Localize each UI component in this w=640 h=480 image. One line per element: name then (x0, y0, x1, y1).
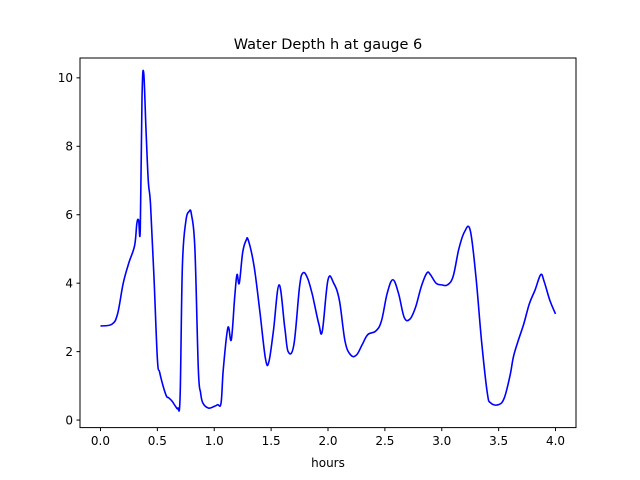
y-tick-label: 10 (58, 71, 73, 85)
x-tick-label: 3.0 (432, 434, 451, 448)
x-tick-label: 4.0 (546, 434, 565, 448)
y-tick-label: 8 (65, 139, 73, 153)
x-tick-label: 0.5 (148, 434, 167, 448)
x-tick-label: 2.5 (375, 434, 394, 448)
series-layer (100, 69, 557, 412)
x-axis-label: hours (311, 456, 345, 470)
water-depth-line (100, 69, 557, 412)
x-tick-label: 1.0 (205, 434, 224, 448)
x-tick-label: 2.0 (318, 434, 337, 448)
y-tick-label: 6 (65, 208, 73, 222)
axis-ticks: 0.0 0.5 1.0 1.5 2.0 2.5 3.0 3.5 4.0 0 2 4 6 8 10 (58, 71, 565, 448)
x-tick-label: 3.5 (489, 434, 508, 448)
axes-frame (79, 57, 577, 429)
y-tick-label: 4 (65, 276, 73, 290)
y-tick-label: 2 (65, 345, 73, 359)
x-tick-label: 1.5 (262, 434, 281, 448)
plot-area (80, 58, 576, 428)
y-tick-label: 0 (65, 413, 73, 427)
x-tick-label: 0.0 (91, 434, 110, 448)
chart-title: Water Depth h at gauge 6 (234, 37, 422, 53)
